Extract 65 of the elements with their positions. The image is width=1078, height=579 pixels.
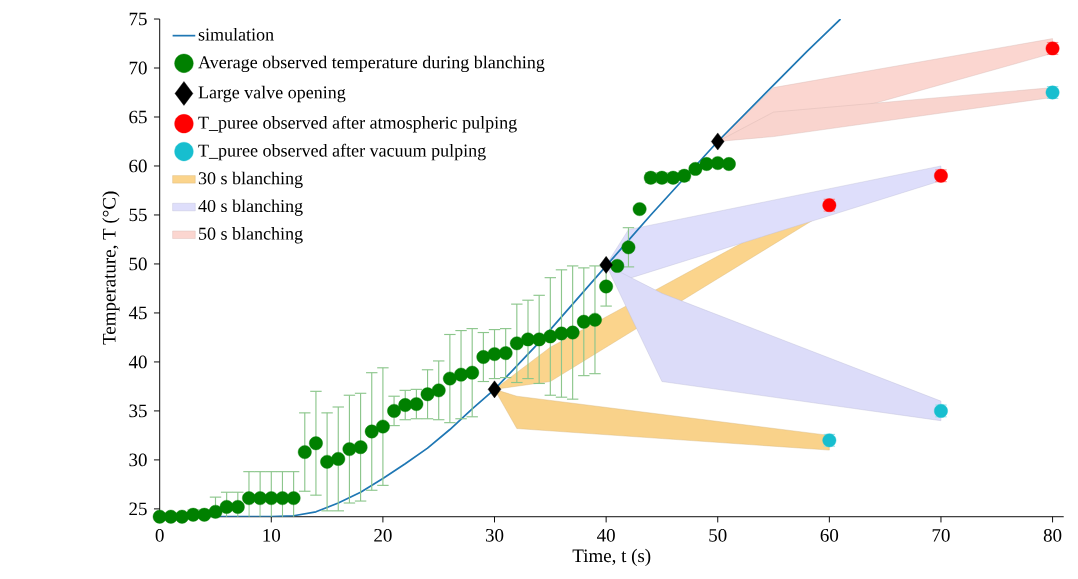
legend-label: Average observed temperature during blanching bbox=[198, 55, 545, 73]
x-tick-label: 10 bbox=[263, 529, 281, 542]
point bbox=[420, 387, 435, 402]
x-axis-title: Time, t (s) bbox=[572, 549, 651, 567]
point bbox=[364, 424, 379, 439]
legend-label: 50 s blanching bbox=[199, 227, 303, 244]
point bbox=[431, 383, 446, 398]
point bbox=[320, 455, 334, 469]
y-tick-label: 30 bbox=[129, 453, 147, 467]
point bbox=[688, 162, 703, 176]
x-tick-label: 60 bbox=[820, 529, 839, 542]
y-tick-label: 50 bbox=[129, 257, 147, 271]
point bbox=[632, 202, 647, 217]
x-tick-label: 0 bbox=[155, 529, 164, 542]
x-tick-label: 50 bbox=[709, 529, 727, 542]
point bbox=[487, 347, 502, 362]
point bbox=[376, 419, 390, 434]
legend-label: simulation bbox=[198, 28, 274, 41]
point bbox=[543, 329, 558, 344]
point bbox=[152, 510, 167, 524]
point bbox=[443, 371, 457, 386]
point bbox=[722, 157, 736, 172]
x-tick-label: 70 bbox=[932, 529, 950, 542]
y-axis-title: Temperature, T (°C) bbox=[102, 191, 120, 345]
point bbox=[610, 259, 625, 273]
point bbox=[498, 346, 513, 361]
y-tick-label: 65 bbox=[129, 110, 147, 124]
x-tick-label: 80 bbox=[1043, 529, 1062, 542]
point bbox=[353, 440, 368, 455]
point bbox=[286, 491, 301, 506]
point bbox=[588, 313, 602, 327]
point bbox=[565, 325, 580, 340]
legend-label: T_puree observed after vacuum pulping bbox=[198, 144, 486, 161]
y-tick-label: 25 bbox=[129, 502, 147, 516]
y-tick-label: 75 bbox=[129, 12, 147, 26]
point bbox=[599, 279, 613, 294]
point bbox=[465, 366, 480, 380]
point bbox=[711, 132, 725, 151]
legend-label: Large valve opening bbox=[198, 86, 346, 103]
point bbox=[342, 442, 357, 457]
y-tick-label: 40 bbox=[128, 355, 147, 369]
point bbox=[554, 326, 569, 341]
y-tick-label: 45 bbox=[128, 306, 147, 320]
point bbox=[275, 491, 290, 506]
x-tick-label: 40 bbox=[597, 529, 615, 542]
y-tick-label: 35 bbox=[129, 404, 147, 418]
legend-label: 30 s blanching bbox=[198, 171, 303, 189]
point bbox=[297, 445, 312, 460]
point bbox=[309, 436, 323, 451]
x-tick-label: 20 bbox=[374, 529, 392, 542]
point bbox=[387, 404, 401, 418]
point bbox=[476, 350, 491, 365]
point bbox=[409, 397, 424, 412]
point bbox=[532, 332, 547, 347]
legend-label: T_puree observed after atmospheric pulping bbox=[198, 116, 517, 133]
x-tick-label: 30 bbox=[485, 529, 504, 542]
y-tick-label: 60 bbox=[129, 159, 147, 173]
legend-label: 40 s blanching bbox=[198, 199, 303, 216]
point bbox=[509, 336, 524, 351]
y-tick-label: 55 bbox=[129, 208, 147, 222]
point bbox=[621, 240, 636, 255]
point bbox=[331, 452, 346, 466]
y-tick-label: 70 bbox=[129, 61, 147, 75]
point bbox=[208, 505, 223, 519]
point bbox=[699, 157, 714, 172]
